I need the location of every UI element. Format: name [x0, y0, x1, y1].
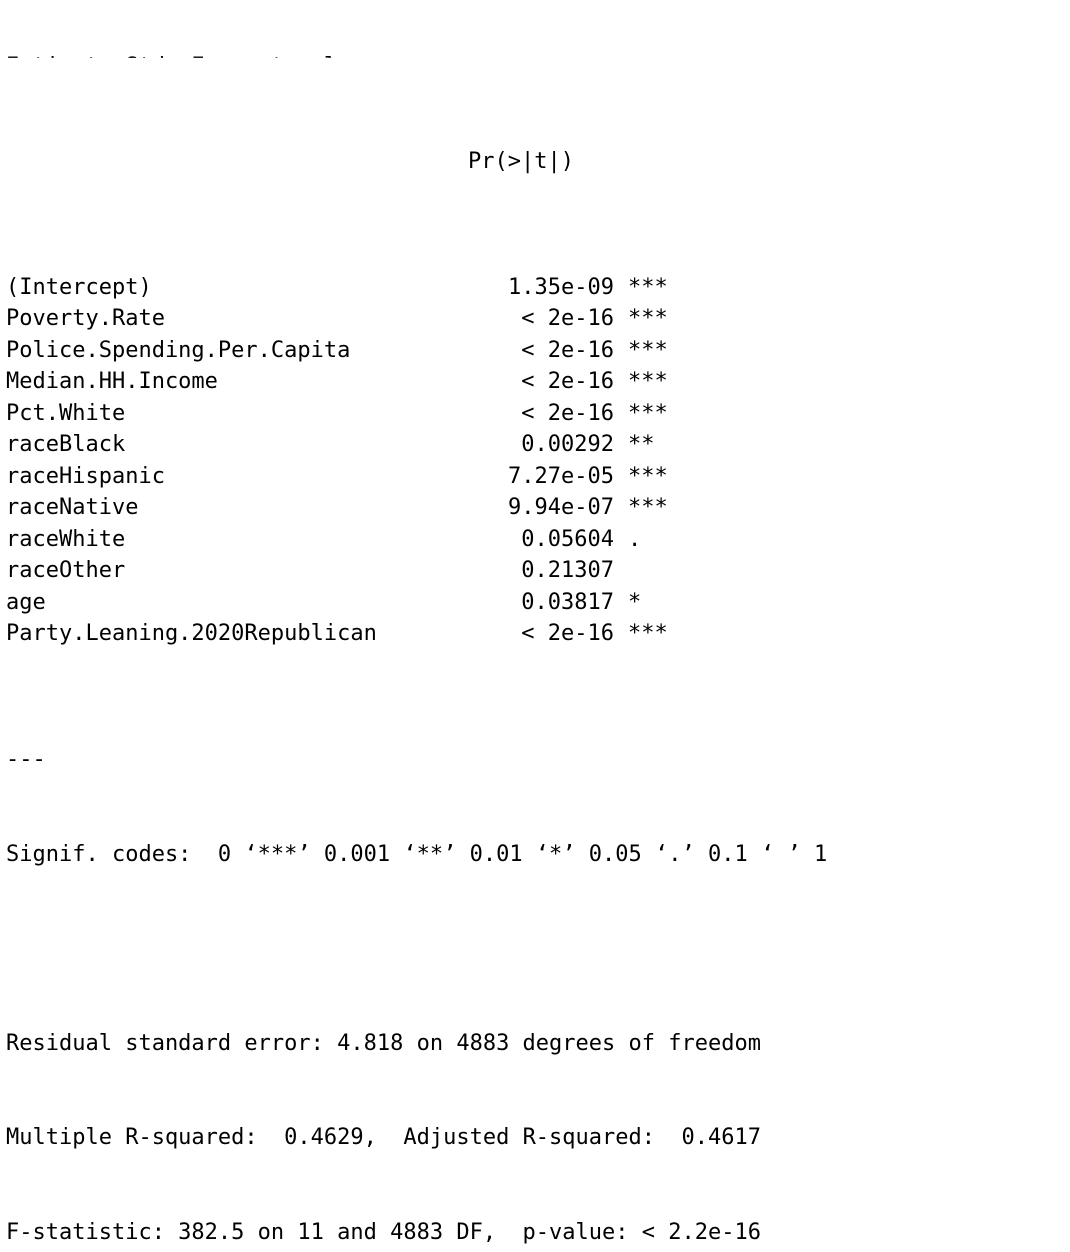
coefficient-row: raceHispanic 7.27e-05 ***	[6, 461, 1066, 493]
coefficient-row: raceOther 0.21307	[6, 555, 1066, 587]
coefficient-row: Police.Spending.Per.Capita < 2e-16 ***	[6, 335, 1066, 367]
coefficient-row: Pct.White < 2e-16 ***	[6, 398, 1066, 430]
signif-codes: Signif. codes: 0 ‘***’ 0.001 ‘**’ 0.01 ‘…	[6, 841, 828, 867]
coefficient-table: (Intercept) 1.35e-09 *** Poverty.Rate < 2e-1…	[6, 272, 1066, 650]
coefficient-row: (Intercept) 1.35e-09 ***	[6, 272, 1066, 304]
coefficient-pvalue: 0.21307	[521, 558, 614, 583]
coefficient-row: raceWhite 0.05604.	[6, 524, 1066, 556]
coefficient-pvalue: < 2e-16	[521, 337, 614, 363]
significance-stars: ***	[628, 621, 668, 646]
truncated-header-line: Estimate Std. Error t value	[6, 54, 364, 79]
coefficient-row: Poverty.Rate < 2e-16 ***	[6, 303, 1066, 335]
significance-stars: ***	[628, 337, 668, 363]
significance-stars: ***	[628, 369, 668, 394]
coefficient-pvalue: 0.03817	[521, 589, 614, 615]
coefficient-term: (Intercept)	[6, 274, 152, 300]
coefficient-row: Party.Leaning.2020Republican < 2e-16 ***	[6, 618, 1066, 650]
coefficient-pvalue: < 2e-16	[521, 621, 614, 646]
significance-stars: ***	[628, 274, 668, 300]
significance-stars: .	[628, 526, 642, 552]
coefficient-term: raceNative	[6, 495, 139, 520]
coefficient-pvalue: 9.94e-07	[508, 495, 614, 520]
coefficient-term: age	[6, 589, 46, 615]
coefficient-term: raceBlack	[6, 432, 126, 457]
coefficient-pvalue: < 2e-16	[521, 306, 614, 331]
coefficient-term: Police.Spending.Per.Capita	[6, 337, 351, 363]
r-console-output: Estimate Std. Error t value Pr(>|t|) (In…	[6, 0, 1066, 1252]
coefficient-term: Pct.White	[6, 400, 126, 426]
coefficient-row: raceBlack 0.00292 **	[6, 429, 1066, 461]
coefficient-pvalue: < 2e-16	[521, 400, 614, 426]
coefficient-pvalue: 0.05604	[521, 526, 614, 552]
coefficient-pvalue: 1.35e-09	[508, 274, 614, 300]
significance-stars: ***	[628, 463, 668, 489]
coef-table-header: Pr(>|t|)	[6, 146, 1066, 178]
blank-line	[6, 933, 1066, 965]
coefficient-pvalue: 0.00292	[521, 432, 614, 457]
coefficient-term: raceOther	[6, 558, 126, 583]
significance-stars: ***	[628, 400, 668, 426]
coefficient-row: age 0.03817 *	[6, 587, 1066, 619]
significance-stars: ***	[628, 495, 668, 520]
f-statistic-line: F-statistic: 382.5 on 11 and 4883 DF, p-…	[6, 1219, 761, 1245]
coefficient-term: Poverty.Rate	[6, 306, 165, 331]
coefficient-term: Party.Leaning.2020Republican	[6, 621, 377, 646]
r-squared-line: Multiple R-squared: 0.4629, Adjusted R-s…	[6, 1125, 775, 1150]
pvalue-column-header: Pr(>|t|)	[468, 148, 574, 174]
separator: ---	[6, 747, 46, 772]
significance-stars: **	[628, 432, 655, 457]
coefficient-term: raceWhite	[6, 526, 126, 552]
coefficient-row: Median.HH.Income < 2e-16 ***	[6, 366, 1066, 398]
residual-standard-error: Residual standard error: 4.818 on 4883 d…	[6, 1030, 761, 1056]
coefficient-term: raceHispanic	[6, 463, 165, 489]
coefficient-term: Median.HH.Income	[6, 369, 218, 394]
coefficient-pvalue: < 2e-16	[521, 369, 614, 394]
significance-stars: ***	[628, 306, 668, 331]
coefficient-pvalue: 7.27e-05	[508, 463, 614, 489]
significance-stars: *	[628, 589, 642, 615]
coefficient-row: raceNative 9.94e-07 ***	[6, 492, 1066, 524]
